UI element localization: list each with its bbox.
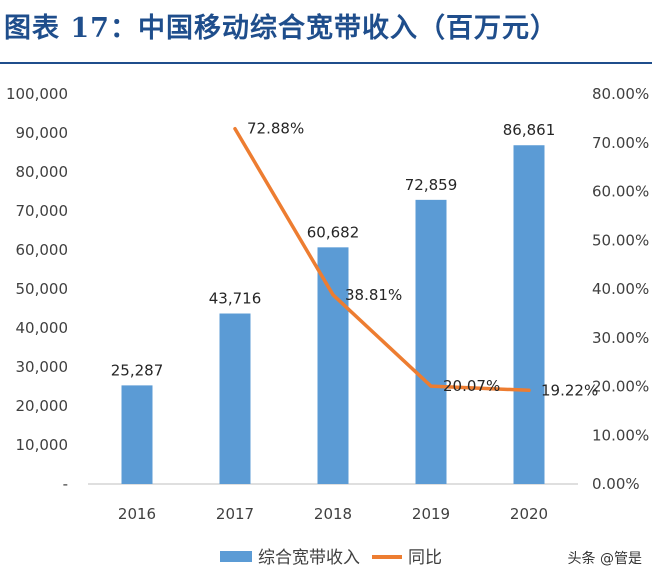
x-tick-label: 2018 — [314, 505, 352, 523]
left-tick-label: 100,000 — [6, 85, 68, 103]
left-tick-label: 70,000 — [16, 202, 69, 220]
x-tick-label: 2017 — [216, 505, 254, 523]
right-tick-label: 50.00% — [592, 231, 649, 249]
bar-data-label: 72,859 — [405, 176, 458, 194]
right-axis-ticks: 0.00% 10.00% 20.00% 30.00% 40.00% 50.00% 60.00… — [592, 85, 649, 493]
line-data-label: 72.88% — [247, 120, 304, 138]
line-data-label: 19.22% — [541, 381, 598, 399]
right-tick-label: 10.00% — [592, 426, 649, 444]
x-tick-label: 2020 — [510, 505, 548, 523]
x-tick-label: 2019 — [412, 505, 450, 523]
right-tick-label: 30.00% — [592, 329, 649, 347]
legend-bar-swatch — [220, 551, 252, 562]
legend: 综合宽带收入 同比 — [220, 548, 442, 568]
left-axis-ticks: - 10,000 20,000 30,000 40,000 50,000 60,000 70,… — [6, 85, 68, 493]
bar-data-label: 86,861 — [503, 121, 556, 139]
left-tick-label: - — [63, 475, 68, 493]
line-data-labels: 72.88% 38.81% 20.07% 19.22% — [247, 120, 598, 400]
line-point — [233, 127, 237, 131]
line-path — [233, 126, 531, 393]
x-axis-ticks: 2016 2017 2018 2019 2020 — [118, 505, 548, 523]
left-tick-label: 50,000 — [16, 280, 69, 298]
bar — [415, 199, 447, 484]
left-tick-label: 80,000 — [16, 163, 69, 181]
left-tick-label: 30,000 — [16, 358, 69, 376]
title-rule — [0, 62, 652, 64]
line-point — [429, 384, 433, 388]
right-tick-label: 20.00% — [592, 378, 649, 396]
bar-data-label: 25,287 — [111, 361, 164, 379]
line-data-label: 20.07% — [443, 377, 500, 395]
bar — [513, 145, 545, 484]
right-tick-label: 80.00% — [592, 85, 649, 103]
left-tick-label: 10,000 — [16, 436, 69, 454]
right-tick-label: 60.00% — [592, 183, 649, 201]
right-tick-label: 70.00% — [592, 134, 649, 152]
watermark: 头条 @管是 — [567, 551, 642, 567]
bar-data-label: 60,682 — [307, 223, 360, 241]
bar-data-labels: 25,287 43,716 60,682 72,859 86,861 — [111, 121, 556, 379]
line-data-label: 38.81% — [345, 286, 402, 304]
line-point — [527, 388, 531, 392]
legend-line-label: 同比 — [408, 548, 442, 568]
right-tick-label: 40.00% — [592, 280, 649, 298]
left-tick-label: 40,000 — [16, 319, 69, 337]
figure-title: 图表 17：中国移动综合宽带收入（百万元） — [4, 13, 558, 44]
bar — [317, 247, 349, 484]
left-tick-label: 90,000 — [16, 124, 69, 142]
line-series — [233, 126, 531, 393]
bar-series — [121, 145, 545, 484]
left-tick-label: 20,000 — [16, 397, 69, 415]
line-point — [331, 293, 335, 297]
x-tick-label: 2016 — [118, 505, 156, 523]
bar — [121, 385, 153, 484]
bar-data-label: 43,716 — [209, 290, 262, 308]
legend-bar-label: 综合宽带收入 — [258, 548, 360, 568]
left-tick-label: 60,000 — [16, 241, 69, 259]
right-tick-label: 0.00% — [592, 475, 640, 493]
bar — [219, 313, 251, 484]
